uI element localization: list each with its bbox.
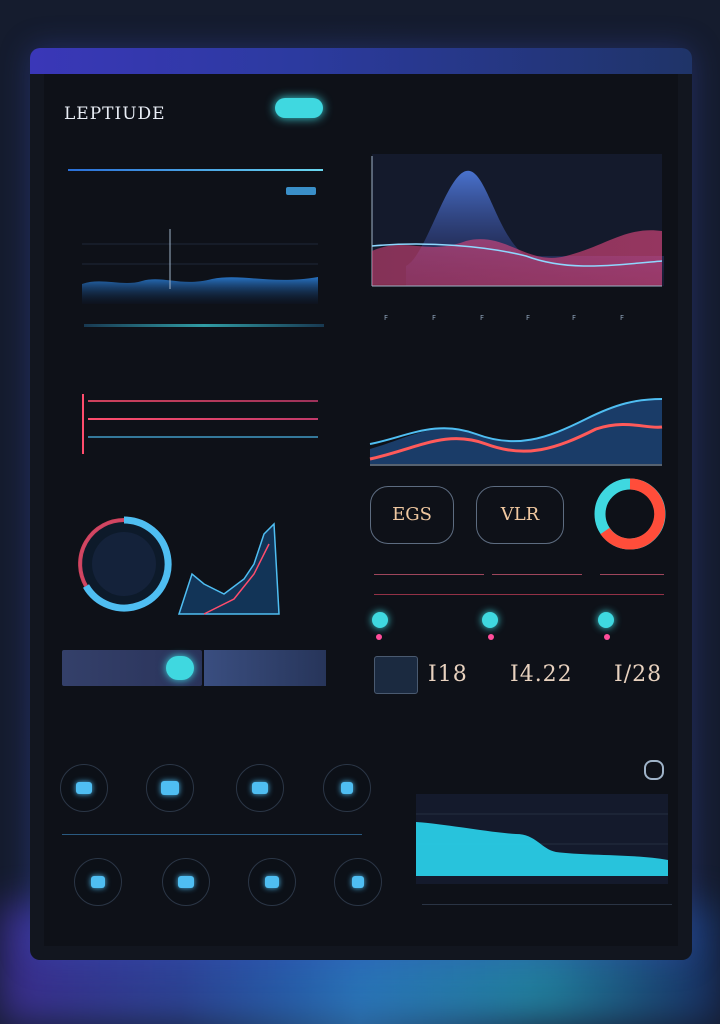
list-bar[interactable] xyxy=(88,400,318,402)
data-table xyxy=(422,894,672,954)
icon-grid-row-1 xyxy=(58,764,378,824)
card-accent-line xyxy=(68,169,323,171)
divider xyxy=(374,574,484,575)
kpi-card[interactable]: EGS xyxy=(370,486,454,544)
chart-icon[interactable] xyxy=(146,764,194,812)
dashboard-icon[interactable] xyxy=(60,764,108,812)
bottom-area-chart xyxy=(416,794,668,884)
refresh-icon[interactable] xyxy=(644,760,664,780)
chart-x-ticks: F F F F F F xyxy=(374,314,664,324)
top-action-button[interactable] xyxy=(275,98,323,118)
dashboard: LEPTIUDE xyxy=(44,74,678,946)
stat-icon xyxy=(482,612,498,628)
stat-row xyxy=(372,612,672,652)
metric-number: I4.22 xyxy=(510,662,573,687)
kpi-card[interactable]: VLR xyxy=(476,486,564,544)
x-tick: F xyxy=(480,314,485,322)
list-bars xyxy=(82,394,320,454)
action-panel[interactable] xyxy=(62,650,202,686)
overview-area-chart xyxy=(82,229,318,304)
x-tick: F xyxy=(572,314,577,322)
app-window: LEPTIUDE xyxy=(30,48,692,960)
thumbnail-image[interactable] xyxy=(374,656,418,694)
divider xyxy=(62,834,362,835)
divider xyxy=(492,574,582,575)
table-divider xyxy=(422,904,672,905)
user-icon[interactable] xyxy=(334,858,382,906)
window-titlebar xyxy=(30,48,692,74)
stat-icon xyxy=(598,612,614,628)
status-dot xyxy=(604,634,610,640)
list-bar[interactable] xyxy=(88,436,318,438)
trend-line-chart xyxy=(369,398,663,466)
secondary-panel[interactable] xyxy=(204,650,326,686)
x-tick: F xyxy=(432,314,437,322)
top-nav xyxy=(362,92,662,106)
app-logo: LEPTIUDE xyxy=(64,104,166,124)
x-tick: F xyxy=(620,314,625,322)
icon-grid-row-2 xyxy=(58,858,382,928)
action-toggle-button[interactable] xyxy=(166,656,194,680)
status-dot xyxy=(376,634,382,640)
overview-card xyxy=(64,169,324,329)
database-icon[interactable] xyxy=(162,858,210,906)
card-badge[interactable] xyxy=(286,187,316,195)
status-dot xyxy=(488,634,494,640)
settings-icon[interactable] xyxy=(323,764,371,812)
main-wave-chart xyxy=(371,154,664,287)
card-scrollbar[interactable] xyxy=(84,324,324,327)
gauge-side-labels xyxy=(296,510,326,610)
divider xyxy=(600,574,664,575)
report-icon[interactable] xyxy=(236,764,284,812)
list-bar[interactable] xyxy=(88,418,318,420)
metric-number: I18 xyxy=(428,662,468,687)
x-tick: F xyxy=(526,314,531,322)
cloud-icon[interactable] xyxy=(248,858,296,906)
x-tick: F xyxy=(384,314,389,322)
stat-icon xyxy=(372,612,388,628)
gauge-chart xyxy=(78,516,280,615)
donut-chart xyxy=(594,478,666,550)
folder-icon[interactable] xyxy=(74,858,122,906)
metric-number: I/28 xyxy=(614,662,663,687)
divider xyxy=(374,594,664,595)
